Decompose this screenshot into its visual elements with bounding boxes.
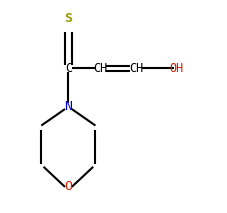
Text: C: C <box>65 62 72 75</box>
Text: O: O <box>64 180 72 193</box>
Text: S: S <box>64 12 72 25</box>
Text: N: N <box>64 100 72 113</box>
Text: CH: CH <box>93 62 107 75</box>
Text: CH: CH <box>129 62 143 75</box>
Text: OH: OH <box>170 62 184 75</box>
